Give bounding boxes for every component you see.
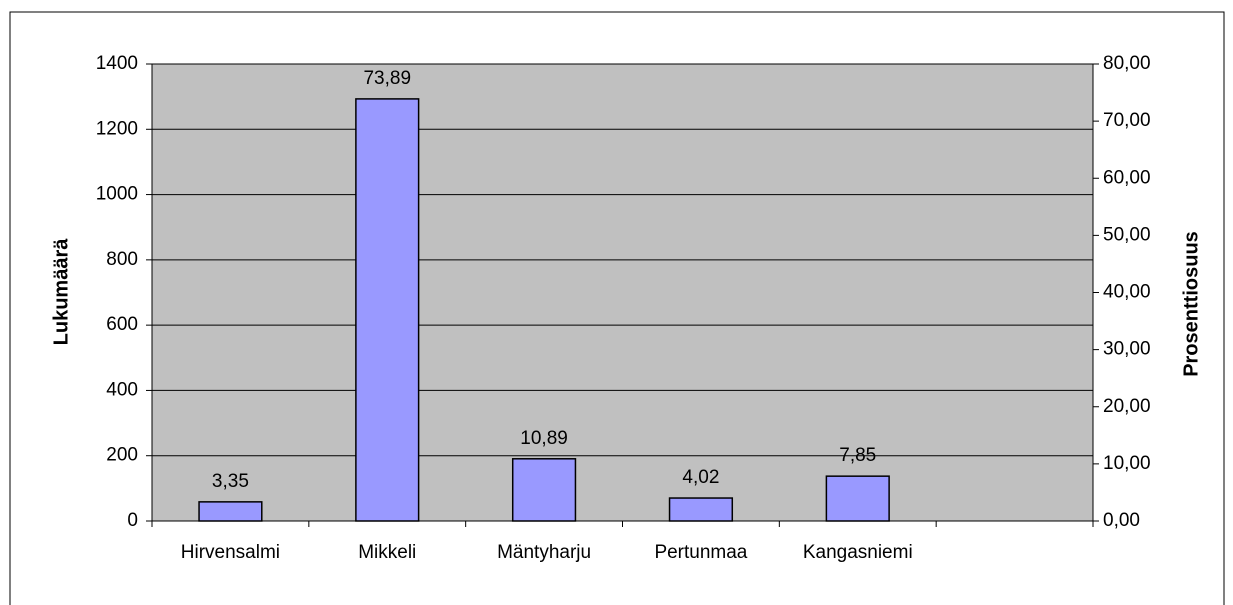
x-tick-label: Kangasniemi (803, 542, 913, 563)
y-tick-label: 0 (127, 510, 138, 531)
bar (198, 501, 263, 522)
x-tick-label: Pertunmaa (654, 542, 747, 563)
y2-tick-label: 70,00 (1103, 110, 1151, 131)
y2-tick-label: 60,00 (1103, 167, 1151, 188)
y2-tick-label: 30,00 (1103, 339, 1151, 360)
y-tick-label: 600 (106, 314, 138, 335)
bar (825, 475, 890, 522)
data-label: 73,89 (363, 68, 411, 89)
y2-tick-label: 10,00 (1103, 453, 1151, 474)
y-tick-label: 400 (106, 379, 138, 400)
data-label: 10,89 (520, 428, 568, 449)
data-label: 3,35 (212, 471, 249, 492)
y2-tick-label: 40,00 (1103, 282, 1151, 303)
data-label: 7,85 (839, 445, 876, 466)
data-label: 4,02 (682, 467, 719, 488)
y-axis-title: Lukumäärä (50, 238, 72, 346)
y-tick-label: 800 (106, 249, 138, 270)
y-tick-label: 200 (106, 445, 138, 466)
bar (668, 497, 734, 522)
y-tick-label: 1200 (96, 118, 138, 139)
y2-tick-label: 50,00 (1103, 224, 1151, 245)
bar (355, 98, 420, 522)
x-tick-label: Mikkeli (358, 542, 416, 563)
x-tick-label: Hirvensalmi (181, 542, 280, 563)
y2-tick-label: 20,00 (1103, 396, 1151, 417)
y-tick-label: 1400 (96, 53, 138, 74)
x-tick-label: Mäntyharju (497, 542, 591, 563)
y2-tick-label: 0,00 (1103, 510, 1140, 531)
y2-tick-label: 80,00 (1103, 53, 1151, 74)
y2-axis-title: Prosenttiosuus (1180, 231, 1202, 377)
bar (511, 458, 577, 522)
y-tick-label: 1000 (96, 184, 138, 205)
plot-area (152, 64, 1093, 521)
